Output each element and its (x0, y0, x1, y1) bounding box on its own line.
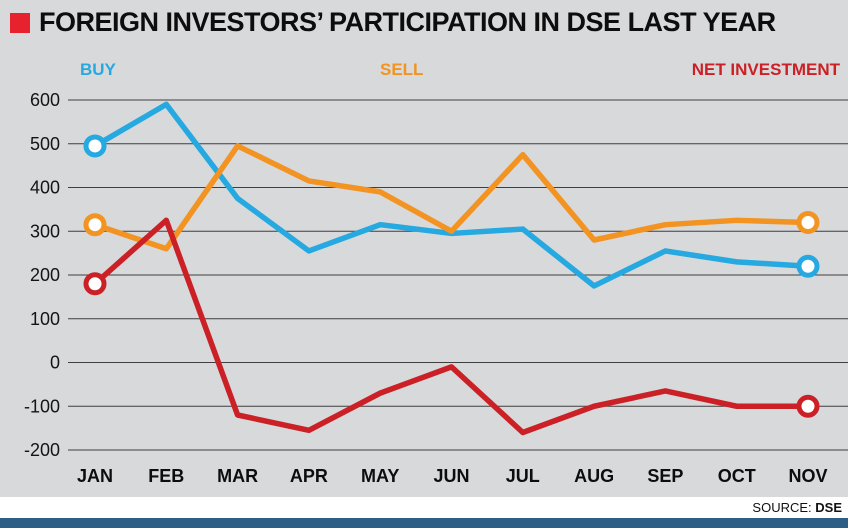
y-tick-label: -100 (24, 396, 60, 416)
series-line-net-investment (92, 217, 811, 436)
x-tick-label: JAN (77, 466, 113, 486)
source-value: DSE (815, 500, 842, 515)
y-tick-label: 0 (50, 353, 60, 373)
source-label: SOURCE: (752, 500, 812, 515)
x-tick-label: APR (290, 466, 328, 486)
series-endpoint-marker-sell (83, 213, 107, 237)
chart-background (0, 0, 848, 498)
y-tick-label: 500 (30, 134, 60, 154)
x-tick-label: OCT (718, 466, 756, 486)
legend-item-net-investment: NET INVESTMENT (691, 60, 840, 79)
x-tick-label: MAY (361, 466, 399, 486)
x-tick-label: FEB (148, 466, 184, 486)
chart-legend: BUY SELL NET INVESTMENT (0, 60, 848, 82)
series-endpoint-marker-buy (83, 134, 107, 158)
x-tick-label: SEP (647, 466, 683, 486)
y-tick-label: 200 (30, 265, 60, 285)
legend-item-buy: BUY (80, 60, 116, 79)
x-tick-label: AUG (574, 466, 614, 486)
x-tick-label: MAR (217, 466, 258, 486)
header: FOREIGN INVESTORS’ PARTICIPATION IN DSE … (10, 7, 776, 38)
x-tick-label: JUL (506, 466, 540, 486)
x-tick-label: JUN (433, 466, 469, 486)
line-chart: 600 500 400 300 200 100 0 -100 -200 JAN FEB MAR APR M… (24, 90, 848, 486)
footer: SOURCE: DSE (0, 497, 848, 528)
x-tick-label: NOV (788, 466, 827, 486)
y-tick-label: -200 (24, 440, 60, 460)
series-endpoint-marker-buy (796, 254, 820, 278)
footer-accent-bar (0, 518, 848, 528)
y-tick-label: 300 (30, 221, 60, 241)
page-title: FOREIGN INVESTORS’ PARTICIPATION IN DSE … (39, 7, 776, 37)
source-credit: SOURCE: DSE (752, 500, 842, 515)
y-tick-label: 100 (30, 309, 60, 329)
y-tick-label: 400 (30, 178, 60, 198)
series-line-sell (92, 143, 811, 252)
series-endpoint-marker-net-investment (796, 394, 820, 418)
title-bullet-square (10, 13, 30, 33)
series-endpoint-marker-net-investment (83, 272, 107, 296)
series-endpoint-marker-sell (796, 211, 820, 234)
legend-item-sell: SELL (380, 60, 424, 79)
y-tick-label: 600 (30, 90, 60, 110)
